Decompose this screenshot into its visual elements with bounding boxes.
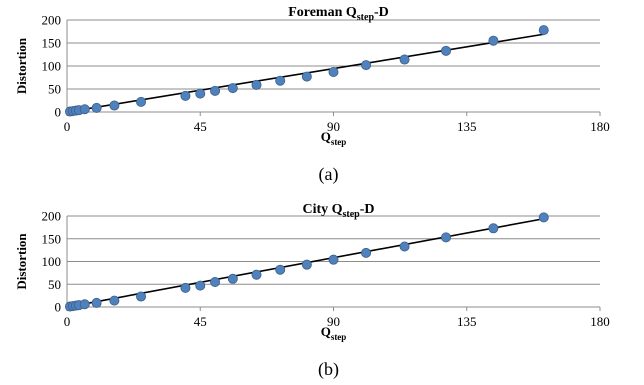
data-point: [361, 247, 372, 258]
chart-title: City Qstep-D: [302, 202, 374, 220]
chart-title: Foreman Qstep-D: [288, 5, 389, 23]
y-axis-label: Distortion: [14, 37, 29, 94]
data-point: [441, 45, 452, 56]
y-tick-label: 200: [42, 209, 62, 224]
x-axis-label: Qstep: [321, 129, 347, 147]
panel-caption: (b): [318, 359, 339, 380]
data-point: [79, 104, 90, 115]
x-tick-label: 180: [590, 119, 610, 134]
data-point: [301, 259, 312, 270]
y-axis-label: Distortion: [14, 233, 29, 290]
y-tick-label: 200: [42, 13, 62, 28]
data-point: [441, 232, 452, 243]
y-tick-label: 50: [48, 277, 61, 292]
data-point: [488, 223, 499, 234]
data-point: [109, 100, 120, 111]
data-point: [136, 291, 147, 302]
y-tick-label: 150: [42, 36, 62, 51]
data-point: [227, 83, 238, 94]
data-point: [328, 254, 339, 265]
data-point: [538, 212, 549, 223]
x-tick-label: 90: [327, 314, 340, 329]
y-tick-label: 150: [42, 231, 62, 246]
data-point: [210, 276, 221, 287]
data-point: [399, 241, 410, 252]
x-tick-label: 90: [327, 119, 340, 134]
chart-a: 0 50 100 150 200 0 45 90 135 180 Foreman Qstep-D Qs…: [14, 5, 610, 185]
x-tick-label: 45: [194, 314, 207, 329]
y-tick-label: 50: [48, 82, 61, 97]
data-point: [79, 299, 90, 310]
data-point: [180, 90, 191, 101]
y-tick-label: 100: [42, 254, 62, 269]
data-point: [195, 280, 206, 291]
data-point: [361, 60, 372, 71]
x-axis-label: Qstep: [321, 324, 347, 342]
data-point: [251, 79, 262, 90]
data-point: [399, 54, 410, 65]
data-point: [109, 295, 120, 306]
x-tick-label: 135: [457, 119, 477, 134]
data-point: [275, 75, 286, 86]
data-point: [91, 297, 102, 308]
data-point: [275, 264, 286, 275]
x-tick-label: 180: [590, 314, 610, 329]
data-point: [538, 25, 549, 36]
data-point: [227, 273, 238, 284]
data-point: [301, 71, 312, 82]
panel-caption: (a): [319, 164, 339, 185]
data-point: [328, 66, 339, 77]
chart-b: 0 50 100 150 200 0 45 90 135 180 City Qstep-D Qstep…: [14, 202, 610, 380]
x-tick-label: 45: [194, 119, 207, 134]
data-point: [91, 102, 102, 113]
data-point: [210, 85, 221, 96]
data-point: [136, 96, 147, 107]
data-point: [488, 35, 499, 46]
data-point: [195, 88, 206, 99]
data-point: [180, 282, 191, 293]
x-tick-label: 135: [457, 314, 477, 329]
x-tick-label: 0: [64, 119, 71, 134]
y-tick-label: 100: [42, 59, 62, 74]
x-tick-label: 0: [64, 314, 71, 329]
y-tick-label: 0: [55, 105, 62, 120]
y-tick-label: 0: [55, 300, 62, 315]
data-point: [251, 269, 262, 280]
